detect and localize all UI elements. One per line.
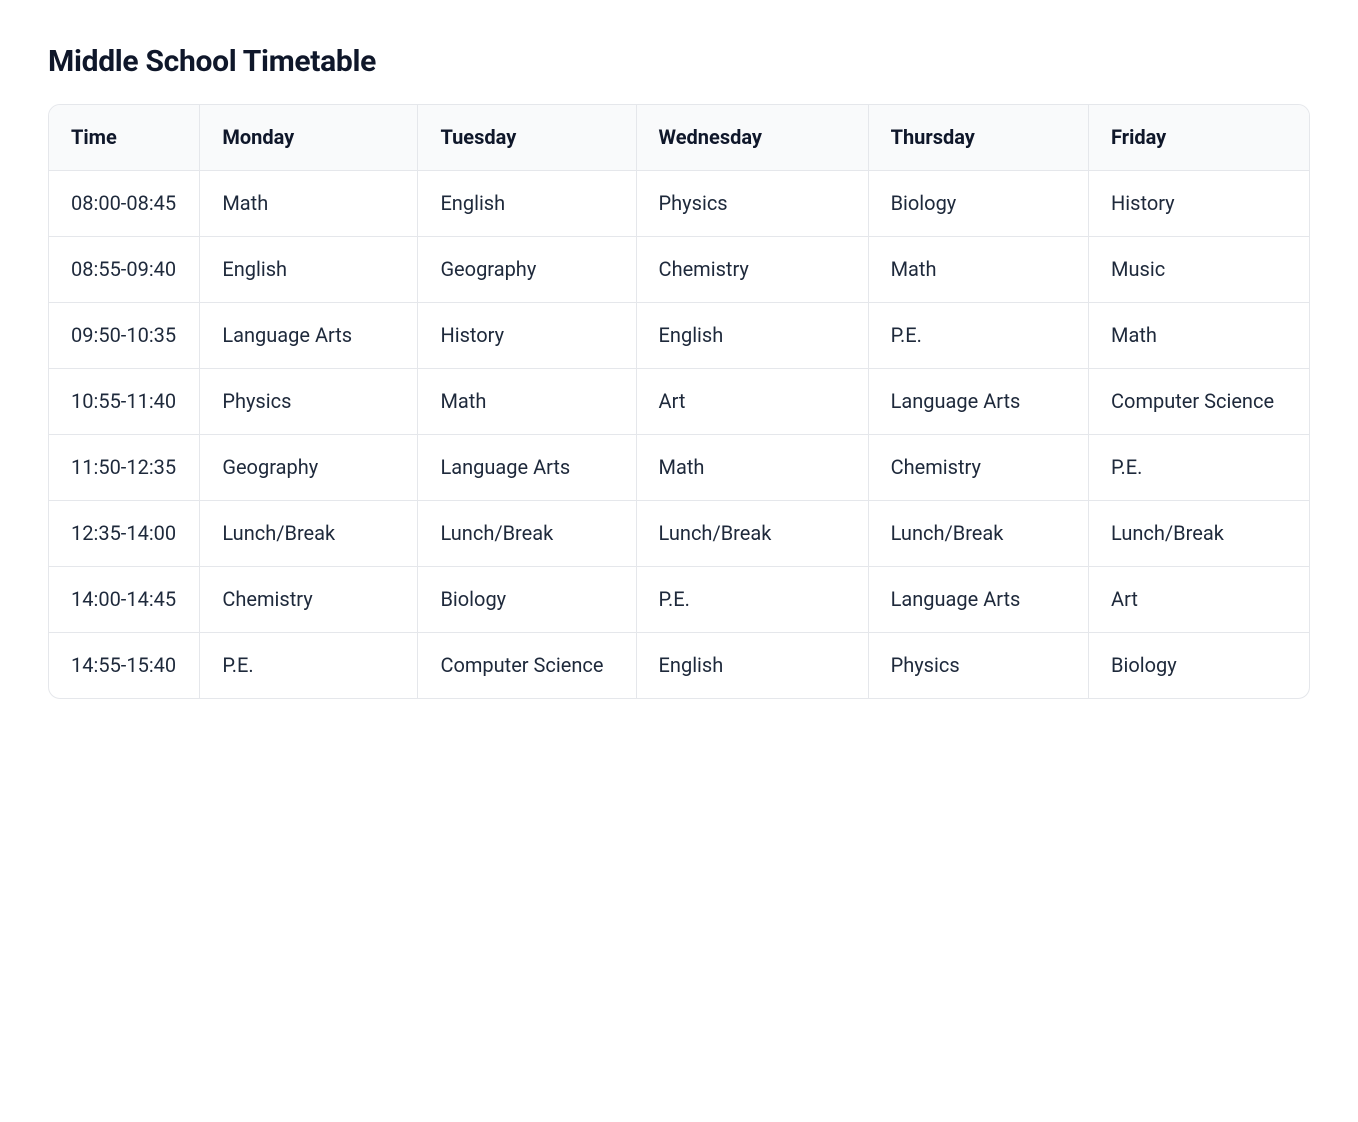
cell-mon: Chemistry — [200, 566, 418, 632]
table-row: 10:55-11:40 Physics Math Art Language Ar… — [49, 368, 1309, 434]
col-header-thursday: Thursday — [868, 105, 1088, 171]
cell-thu: Physics — [868, 632, 1088, 698]
cell-mon: P.E. — [200, 632, 418, 698]
col-header-monday: Monday — [200, 105, 418, 171]
cell-fri: Art — [1089, 566, 1309, 632]
cell-fri: History — [1089, 170, 1309, 236]
cell-mon: Math — [200, 170, 418, 236]
cell-wed: Math — [636, 434, 868, 500]
table-row: 12:35-14:00 Lunch/Break Lunch/Break Lunc… — [49, 500, 1309, 566]
col-header-time: Time — [49, 105, 200, 171]
cell-thu: Language Arts — [868, 566, 1088, 632]
cell-tue: Computer Science — [418, 632, 636, 698]
cell-tue: Math — [418, 368, 636, 434]
cell-mon: Geography — [200, 434, 418, 500]
cell-fri: Music — [1089, 236, 1309, 302]
cell-tue: History — [418, 302, 636, 368]
cell-tue: Language Arts — [418, 434, 636, 500]
cell-time: 12:35-14:00 — [49, 500, 200, 566]
table-row: 09:50-10:35 Language Arts History Englis… — [49, 302, 1309, 368]
cell-fri: Lunch/Break — [1089, 500, 1309, 566]
cell-tue: Geography — [418, 236, 636, 302]
timetable-container: Time Monday Tuesday Wednesday Thursday F… — [48, 104, 1310, 699]
cell-thu: Chemistry — [868, 434, 1088, 500]
table-row: 08:55-09:40 English Geography Chemistry … — [49, 236, 1309, 302]
cell-wed: Physics — [636, 170, 868, 236]
cell-mon: Physics — [200, 368, 418, 434]
cell-mon: Lunch/Break — [200, 500, 418, 566]
cell-wed: P.E. — [636, 566, 868, 632]
cell-time: 08:00-08:45 — [49, 170, 200, 236]
cell-mon: Language Arts — [200, 302, 418, 368]
col-header-friday: Friday — [1089, 105, 1309, 171]
cell-time: 10:55-11:40 — [49, 368, 200, 434]
table-row: 08:00-08:45 Math English Physics Biology… — [49, 170, 1309, 236]
cell-thu: Language Arts — [868, 368, 1088, 434]
cell-wed: Lunch/Break — [636, 500, 868, 566]
col-header-tuesday: Tuesday — [418, 105, 636, 171]
cell-wed: Art — [636, 368, 868, 434]
timetable: Time Monday Tuesday Wednesday Thursday F… — [49, 105, 1309, 698]
cell-fri: Computer Science — [1089, 368, 1309, 434]
cell-thu: Math — [868, 236, 1088, 302]
cell-time: 11:50-12:35 — [49, 434, 200, 500]
table-row: 14:55-15:40 P.E. Computer Science Englis… — [49, 632, 1309, 698]
page-title: Middle School Timetable — [48, 40, 1310, 84]
cell-tue: Biology — [418, 566, 636, 632]
cell-thu: P.E. — [868, 302, 1088, 368]
cell-time: 14:55-15:40 — [49, 632, 200, 698]
cell-tue: Lunch/Break — [418, 500, 636, 566]
cell-thu: Biology — [868, 170, 1088, 236]
cell-time: 09:50-10:35 — [49, 302, 200, 368]
cell-time: 14:00-14:45 — [49, 566, 200, 632]
table-header-row: Time Monday Tuesday Wednesday Thursday F… — [49, 105, 1309, 171]
cell-thu: Lunch/Break — [868, 500, 1088, 566]
cell-wed: English — [636, 632, 868, 698]
cell-fri: Math — [1089, 302, 1309, 368]
cell-time: 08:55-09:40 — [49, 236, 200, 302]
cell-wed: Chemistry — [636, 236, 868, 302]
col-header-wednesday: Wednesday — [636, 105, 868, 171]
cell-mon: English — [200, 236, 418, 302]
cell-tue: English — [418, 170, 636, 236]
cell-fri: Biology — [1089, 632, 1309, 698]
cell-fri: P.E. — [1089, 434, 1309, 500]
table-row: 11:50-12:35 Geography Language Arts Math… — [49, 434, 1309, 500]
cell-wed: English — [636, 302, 868, 368]
table-row: 14:00-14:45 Chemistry Biology P.E. Langu… — [49, 566, 1309, 632]
